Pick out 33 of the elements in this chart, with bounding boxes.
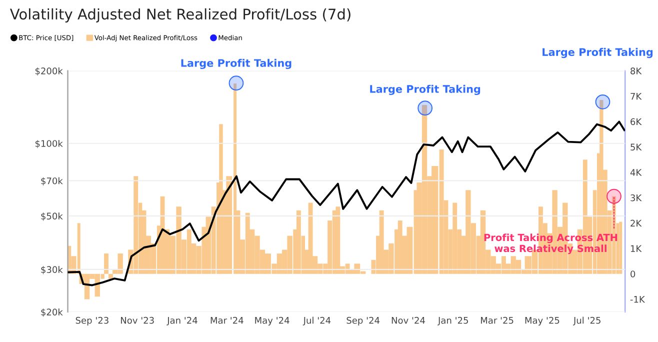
y-tick-label: $100k [35, 140, 63, 148]
x-tick-label: Mar '25 [481, 316, 514, 324]
y2-tick-label: 0 [630, 270, 636, 278]
y2-tick-label: 1K [630, 245, 642, 252]
y2-tick-label: 5K [630, 144, 642, 150]
y-tick-label: $200k [35, 67, 63, 76]
x-tick-label: May '24 [255, 316, 290, 326]
y2-tick-label: -1K [630, 296, 646, 303]
y2-tick-label: 3K [630, 194, 642, 202]
y-tick-label: $20k [41, 308, 63, 317]
x-tick-label: Mar '24 [210, 316, 244, 324]
chart-title: Volatility Adjusted Net Realized Profit/Loss (7d) [10, 8, 350, 22]
x-tick-label: Jul '24 [302, 316, 331, 326]
y2-tick-label: 7K [630, 93, 642, 100]
y-tick-label: $30k [41, 266, 63, 274]
x-tick-label: Sep '23 [76, 316, 108, 326]
x-tick-label: May '25 [525, 316, 560, 326]
annotation: Large Profit Taking [370, 84, 480, 96]
x-tick-label: Sep '24 [346, 316, 380, 326]
x-tick-label: Jul '25 [573, 316, 600, 326]
y-tick-label: $70k [41, 177, 63, 186]
x-tick-label: Nov '23 [121, 316, 154, 324]
y2-tick-label: 8K [630, 68, 642, 74]
y2-tick-label: 4K [630, 169, 642, 176]
x-tick-label: Nov '24 [392, 316, 425, 324]
x-tick-label: Jan '25 [438, 316, 468, 326]
y2-tick-label: 2K [630, 220, 642, 227]
y2-tick-label: 6K [630, 118, 642, 126]
x-tick-label: Jan '24 [166, 316, 198, 326]
line-series [68, 120, 626, 286]
text: Large Profit Taking [542, 48, 653, 58]
y-tick-label: $50k [41, 212, 63, 221]
text: Large Profit Taking [181, 58, 292, 70]
